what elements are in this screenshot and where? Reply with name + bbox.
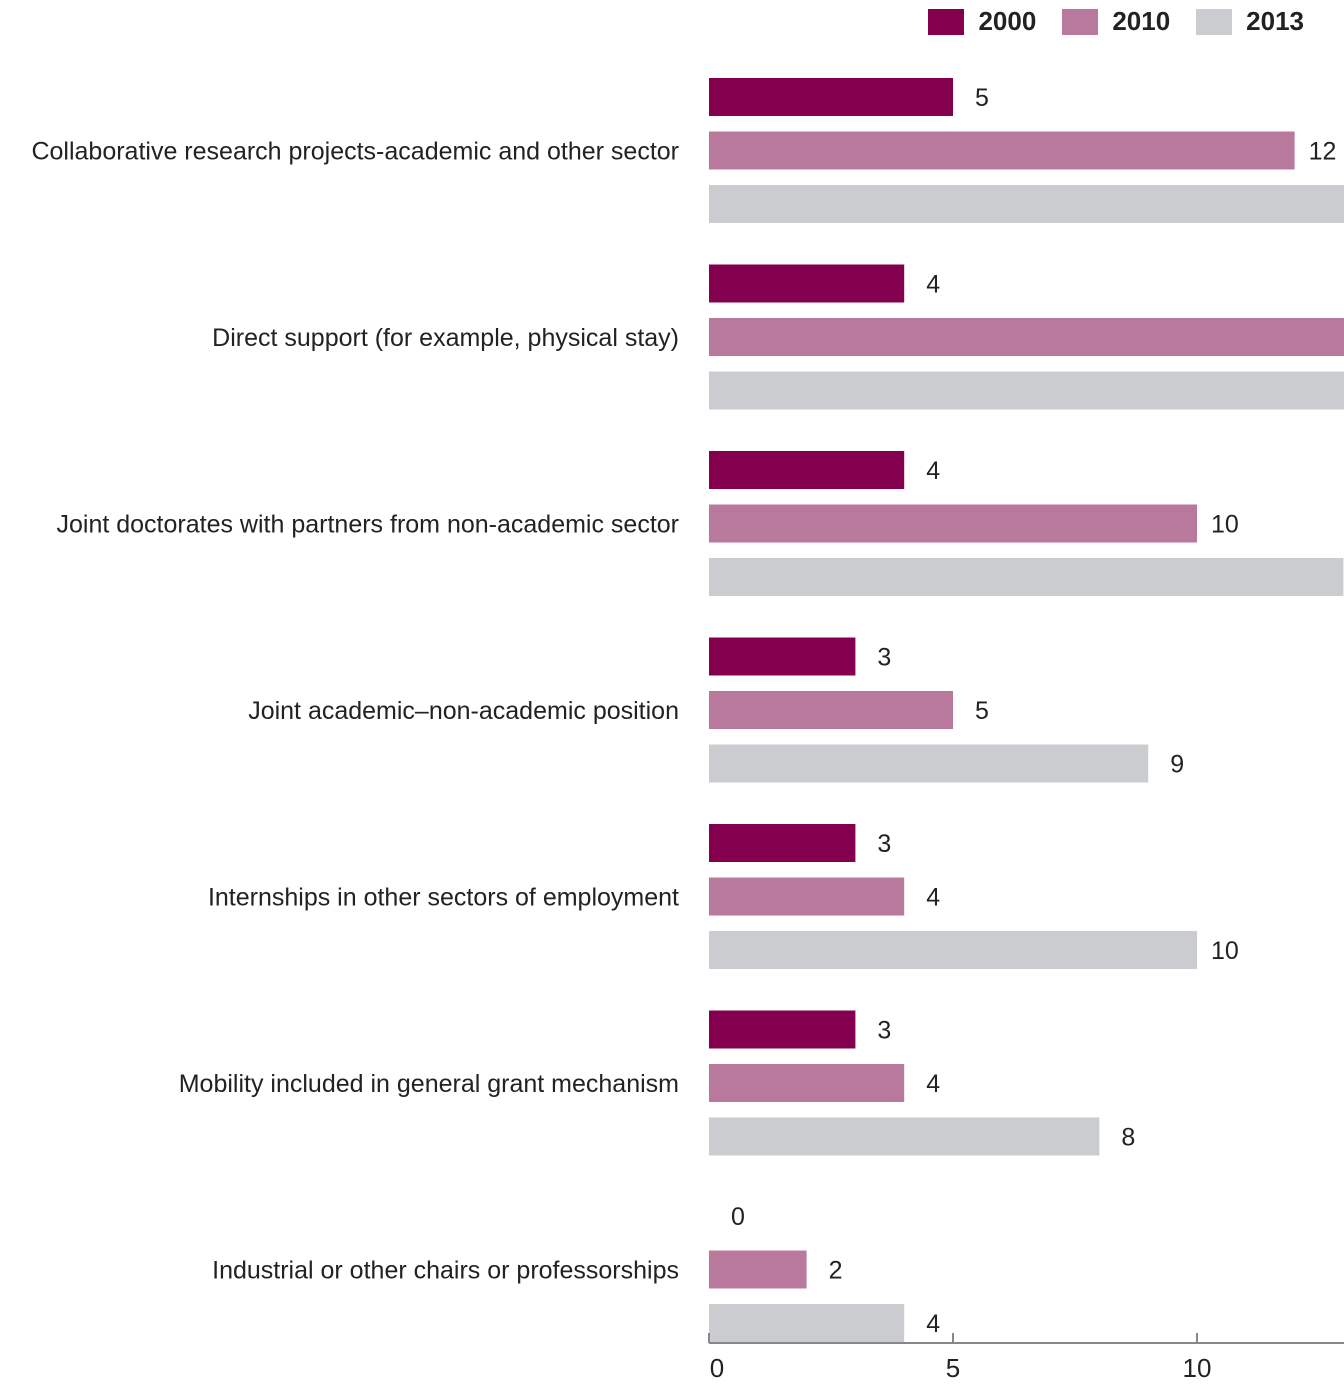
bar-2013 xyxy=(709,931,1197,969)
bar-2010 xyxy=(709,1064,905,1102)
value-label-2000: 4 xyxy=(926,457,940,485)
bar-2000 xyxy=(709,78,953,116)
legend-label-2010: 2010 xyxy=(1112,6,1171,36)
bar-2013 xyxy=(709,558,1344,596)
category-label: Collaborative research projects-academic… xyxy=(31,138,679,166)
value-label-2010: 2 xyxy=(829,1257,843,1285)
legend-label-2000: 2000 xyxy=(978,6,1037,36)
bar-2010 xyxy=(709,504,1197,543)
legend-item-2013: 2013 xyxy=(1196,6,1304,37)
bar-2010 xyxy=(709,318,1344,356)
value-label-2010: 12 xyxy=(1309,138,1337,166)
value-label-2010: 4 xyxy=(926,1070,940,1098)
bar-2000 xyxy=(709,1010,856,1049)
category-label: Joint doctorates with partners from non-… xyxy=(57,511,680,539)
chart-legend: 2000 2010 2013 xyxy=(928,6,1304,37)
value-label-2013: 10 xyxy=(1211,937,1239,965)
value-label-2000: 3 xyxy=(877,644,891,672)
value-label-2013: 4 xyxy=(926,1310,940,1338)
bar-2000 xyxy=(709,451,905,489)
legend-item-2010: 2010 xyxy=(1062,6,1170,37)
bar-2013 xyxy=(709,371,1344,410)
value-label-2010: 10 xyxy=(1211,511,1239,539)
bar-2013 xyxy=(709,1304,905,1342)
bar-2010 xyxy=(709,877,905,916)
legend-swatch-2013 xyxy=(1196,8,1233,35)
x-tick-label: 10 xyxy=(1183,1353,1212,1383)
value-label-2000: 3 xyxy=(877,1017,891,1045)
value-label-2010: 5 xyxy=(975,697,989,725)
legend-swatch-2000 xyxy=(928,8,965,35)
bar-2010 xyxy=(709,691,953,729)
legend-item-2000: 2000 xyxy=(928,6,1036,37)
category-label: Industrial or other chairs or professors… xyxy=(212,1257,679,1285)
category-label: Internships in other sectors of employme… xyxy=(208,884,679,912)
bar-2000 xyxy=(709,264,905,303)
value-label-2013: 8 xyxy=(1121,1124,1135,1152)
bar-2010 xyxy=(709,131,1295,170)
value-label-2000: 3 xyxy=(877,830,891,858)
bar-2013 xyxy=(709,185,1344,223)
x-tick-label: 0 xyxy=(710,1353,724,1383)
value-label-2013: 9 xyxy=(1170,751,1184,779)
category-label: Joint academic–non-academic position xyxy=(248,697,679,725)
legend-label-2013: 2013 xyxy=(1246,6,1304,36)
category-label: Mobility included in general grant mecha… xyxy=(179,1070,679,1098)
value-label-2010: 4 xyxy=(926,884,940,912)
x-tick-label: 5 xyxy=(946,1353,960,1383)
value-label-2000: 5 xyxy=(975,84,989,112)
value-label-2000: 0 xyxy=(731,1203,745,1231)
bar-2010 xyxy=(709,1250,807,1289)
bar-2013 xyxy=(709,1117,1100,1156)
legend-swatch-2010 xyxy=(1062,8,1099,35)
category-label: Direct support (for example, physical st… xyxy=(212,324,679,352)
bar-2000 xyxy=(709,637,856,676)
bar-2000 xyxy=(709,824,856,862)
bar-2013 xyxy=(709,744,1149,783)
value-label-2000: 4 xyxy=(926,271,940,299)
